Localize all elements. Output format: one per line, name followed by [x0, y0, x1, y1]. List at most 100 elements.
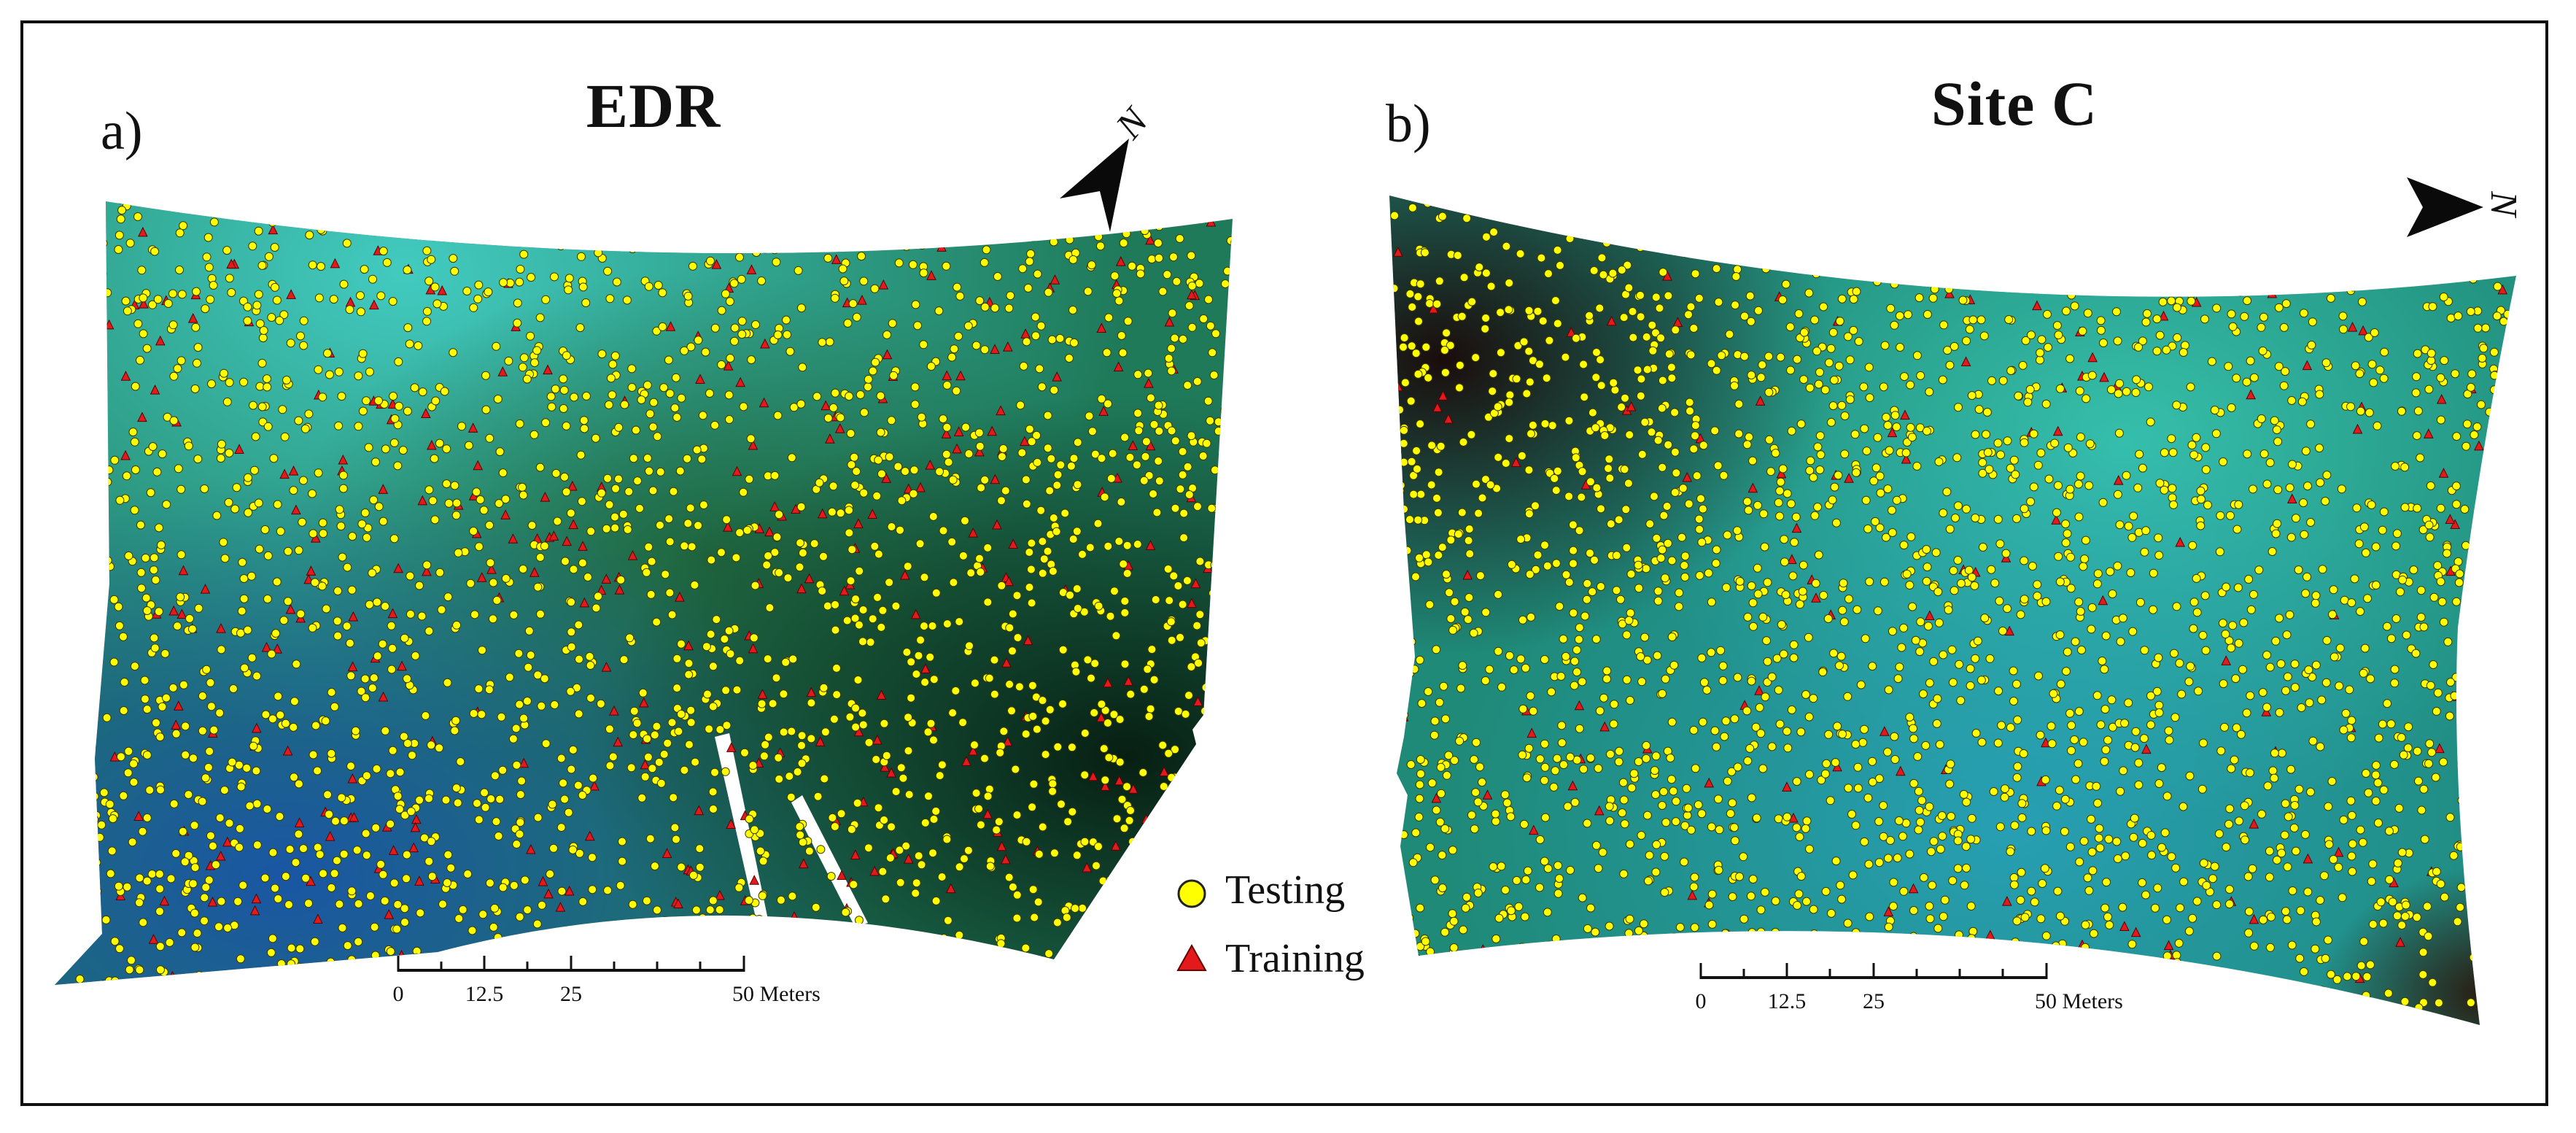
testing-point — [163, 299, 173, 308]
testing-point — [2020, 504, 2029, 514]
testing-point — [2429, 660, 2438, 669]
testing-point — [1997, 244, 2006, 254]
testing-point — [1689, 725, 1699, 735]
testing-point — [263, 551, 273, 560]
testing-point — [1496, 1012, 1505, 1021]
training-point — [2297, 1001, 2308, 1012]
testing-point — [928, 622, 937, 630]
testing-point — [76, 692, 85, 701]
testing-point — [207, 379, 216, 389]
testing-point — [793, 767, 802, 776]
testing-point — [1133, 370, 1143, 379]
testing-point — [2154, 533, 2163, 543]
testing-point — [958, 718, 968, 727]
testing-point — [1435, 697, 1444, 707]
testing-point — [1739, 914, 1749, 924]
testing-point — [826, 872, 836, 881]
testing-point — [2453, 917, 2462, 927]
testing-point — [573, 781, 583, 790]
testing-point — [2135, 598, 2145, 607]
testing-point — [2054, 552, 2063, 561]
testing-point — [160, 649, 170, 658]
testing-point — [75, 975, 85, 983]
testing-point — [129, 778, 139, 787]
testing-point — [1231, 355, 1233, 365]
testing-point — [85, 774, 94, 784]
testing-point — [2364, 202, 2373, 212]
testing-point — [1702, 196, 1711, 202]
testing-point — [271, 282, 279, 292]
testing-point — [2041, 826, 2051, 835]
testing-point — [947, 352, 957, 362]
testing-point — [298, 517, 307, 527]
testing-point — [1459, 273, 1469, 282]
testing-point — [267, 649, 276, 659]
testing-point — [996, 748, 1005, 757]
testing-point — [1571, 453, 1580, 463]
testing-point — [96, 413, 106, 422]
testing-point — [125, 965, 134, 975]
testing-point — [1062, 913, 1071, 922]
testing-point — [1590, 944, 1599, 954]
testing-point — [201, 773, 210, 783]
testing-point — [55, 241, 59, 251]
training-point — [723, 360, 734, 371]
testing-point — [1714, 794, 1723, 804]
testing-point — [1415, 1010, 1424, 1020]
testing-point — [942, 835, 952, 844]
testing-point — [1551, 965, 1559, 975]
testing-point — [2118, 902, 2127, 912]
testing-point — [1053, 470, 1063, 479]
testing-point — [1678, 484, 1688, 493]
testing-point — [1052, 527, 1061, 536]
testing-point — [663, 738, 672, 748]
testing-point — [2225, 804, 2235, 813]
testing-point — [1557, 738, 1567, 748]
testing-point — [1966, 956, 1976, 965]
testing-point — [1591, 840, 1601, 850]
testing-point — [1707, 359, 1716, 368]
testing-point — [473, 799, 481, 808]
testing-point — [2135, 449, 2144, 459]
testing-point — [1442, 770, 1451, 780]
testing-point — [831, 625, 840, 635]
testing-point — [2243, 296, 2252, 306]
testing-point — [1624, 283, 1634, 293]
testing-point — [2434, 998, 2443, 1008]
testing-point — [804, 846, 814, 856]
testing-point — [308, 623, 317, 633]
testing-point — [1210, 803, 1219, 812]
testing-point — [1152, 840, 1161, 849]
testing-point — [658, 225, 667, 235]
testing-point — [919, 268, 928, 278]
testing-point — [911, 300, 920, 309]
testing-point — [2273, 855, 2281, 865]
training-point — [306, 565, 317, 576]
testing-point — [628, 244, 637, 253]
testing-point — [1117, 794, 1127, 804]
testing-point — [88, 742, 97, 751]
testing-point — [858, 932, 868, 942]
testing-point — [610, 512, 619, 522]
testing-point — [1390, 211, 1400, 220]
testing-point — [1222, 474, 1232, 484]
training-point — [215, 850, 226, 861]
testing-point — [1414, 317, 1423, 326]
testing-point — [1187, 431, 1196, 441]
testing-point — [2160, 448, 2169, 457]
testing-point — [812, 949, 822, 959]
training-point — [272, 643, 282, 654]
testing-point — [1948, 268, 1957, 278]
testing-point — [245, 801, 255, 811]
testing-point — [794, 266, 803, 275]
testing-point — [2497, 715, 2506, 724]
testing-point — [472, 487, 481, 497]
testing-point — [2112, 837, 2122, 846]
testing-point — [864, 738, 874, 747]
testing-point — [150, 633, 159, 643]
testing-point — [210, 986, 218, 994]
testing-point — [1976, 676, 1986, 685]
testing-point — [428, 496, 438, 506]
training-point — [1198, 748, 1209, 759]
testing-point — [880, 719, 889, 728]
